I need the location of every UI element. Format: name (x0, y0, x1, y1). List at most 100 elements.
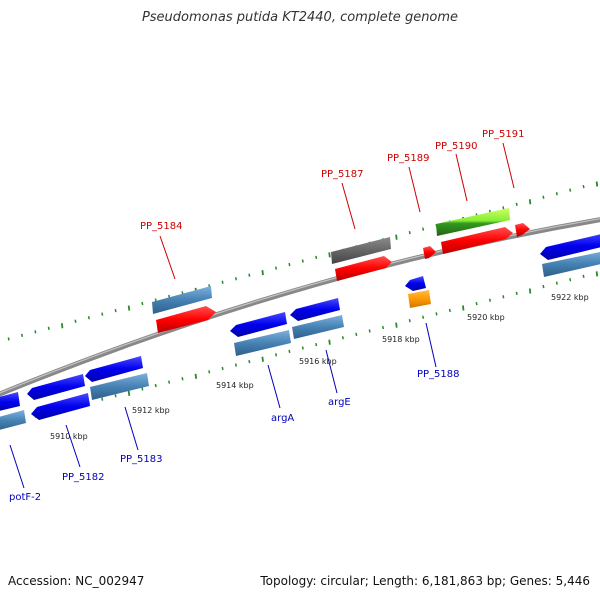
gene-right-steel[interactable] (542, 250, 600, 277)
reverse-tick (515, 291, 518, 296)
gene-pp5188[interactable] (405, 276, 426, 291)
scale-label-5916: 5916 kbp (299, 357, 337, 366)
gene-label-pp5187[interactable]: PP_5187 (321, 169, 364, 180)
gene-label-pp5190[interactable]: PP_5190 (435, 141, 478, 152)
reverse-tick (208, 370, 211, 374)
reverse-tick (381, 325, 385, 330)
scale-labels: 5910 kbp 5912 kbp 5914 kbp 5916 kbp 5918… (50, 293, 589, 441)
leader-line-pp5183 (124, 406, 139, 451)
forward-tick (141, 301, 144, 306)
reverse-tick (261, 356, 264, 362)
gene-potf2[interactable] (0, 392, 20, 412)
gene-pp5182-left[interactable] (27, 374, 85, 400)
reverse-tick (355, 332, 358, 336)
leader-line-pp5191 (502, 142, 515, 189)
forward-tick (74, 319, 77, 323)
reverse-tick (181, 377, 184, 381)
forward-tick (60, 323, 64, 329)
forward-tick (87, 316, 90, 320)
gene-pp5187-outer[interactable] (331, 237, 391, 264)
forward-tick (328, 252, 331, 258)
gene-pp5187[interactable] (335, 256, 392, 281)
forward-tick (275, 266, 278, 270)
reverse-tick (194, 373, 198, 379)
gene-label-potf2[interactable]: potF-2 (9, 492, 41, 503)
reverse-tick (154, 383, 157, 388)
gene-pp5182[interactable] (31, 393, 90, 420)
gene-label-arge[interactable]: argE (328, 397, 351, 408)
forward-tick (395, 234, 398, 240)
reverse-tick (408, 319, 411, 323)
reverse-tick (341, 336, 344, 340)
reverse-tick (488, 298, 492, 302)
reverse-tick (315, 342, 318, 347)
leader-line-pp5182 (65, 424, 81, 468)
gene-label-pp5191[interactable]: PP_5191 (482, 129, 525, 140)
forward-strand-genes (152, 208, 530, 333)
gene-pp5183-outer[interactable] (90, 373, 149, 400)
scale-label-5914: 5914 kbp (216, 381, 254, 390)
forward-tick (261, 270, 264, 276)
reverse-tick (168, 380, 171, 384)
gene-labels: PP_5184 PP_5187 PP_5189 PP_5190 PP_5191 … (9, 129, 525, 503)
gene-pp5184-outer[interactable] (152, 286, 212, 314)
gene-pp5188-rna[interactable] (408, 290, 431, 308)
gene-label-arga[interactable]: argA (271, 413, 294, 424)
gene-label-pp5189[interactable]: PP_5189 (387, 153, 430, 164)
forward-tick (248, 273, 251, 277)
forward-tick (555, 192, 558, 196)
forward-tick (515, 202, 518, 206)
reverse-tick (542, 284, 545, 289)
scale-label-5912: 5912 kbp (132, 406, 170, 415)
gene-pp5191[interactable] (515, 223, 530, 237)
reverse-tick (569, 278, 572, 282)
reverse-tick (595, 271, 599, 277)
gene-arge[interactable] (290, 298, 340, 321)
gene-label-pp5182[interactable]: PP_5182 (62, 472, 105, 483)
forward-tick-row (7, 181, 599, 341)
gene-label-pp5188[interactable]: PP_5188 (417, 369, 460, 380)
forward-tick (569, 188, 572, 192)
forward-tick (502, 206, 505, 210)
gene-potf2-outer[interactable] (0, 410, 26, 431)
gene-pp5189[interactable] (423, 246, 436, 259)
reverse-tick (234, 363, 237, 367)
gene-label-pp5184[interactable]: PP_5184 (140, 221, 183, 232)
reverse-tick (221, 366, 224, 371)
gene-arge-outer[interactable] (292, 315, 344, 339)
gene-arga[interactable] (230, 312, 287, 337)
forward-tick (234, 277, 237, 281)
gene-right-blue[interactable] (540, 232, 600, 260)
leader-line-pp5190 (455, 153, 468, 202)
leader-line-pp5189 (408, 166, 421, 213)
reverse-tick (448, 308, 451, 313)
gene-arga-outer[interactable] (234, 330, 291, 356)
scale-label-5910: 5910 kbp (50, 432, 88, 441)
forward-tick (528, 199, 532, 205)
scale-label-5920: 5920 kbp (467, 313, 505, 322)
forward-tick (315, 255, 318, 260)
reverse-tick (248, 360, 251, 364)
gene-pp5184[interactable] (156, 306, 216, 333)
reverse-tick (288, 349, 291, 354)
reverse-tick (301, 346, 304, 350)
gene-pp5183[interactable] (85, 356, 143, 382)
reverse-tick (328, 339, 331, 345)
forward-tick (7, 337, 10, 341)
reverse-strand-genes (0, 232, 600, 431)
scale-label-5922: 5922 kbp (551, 293, 589, 302)
forward-tick (114, 308, 117, 313)
leader-line-arge (325, 349, 338, 394)
reverse-tick (395, 322, 398, 328)
forward-tick (422, 227, 425, 231)
leader-line-arga (267, 364, 281, 409)
leader-line-pp5184 (159, 235, 176, 280)
gene-label-pp5183[interactable]: PP_5183 (120, 454, 163, 465)
gene-pp5190[interactable] (436, 208, 510, 236)
reverse-tick (114, 394, 117, 398)
gene-pp5190-cds[interactable] (441, 227, 513, 254)
forward-tick (47, 326, 50, 330)
reverse-tick (275, 353, 278, 357)
